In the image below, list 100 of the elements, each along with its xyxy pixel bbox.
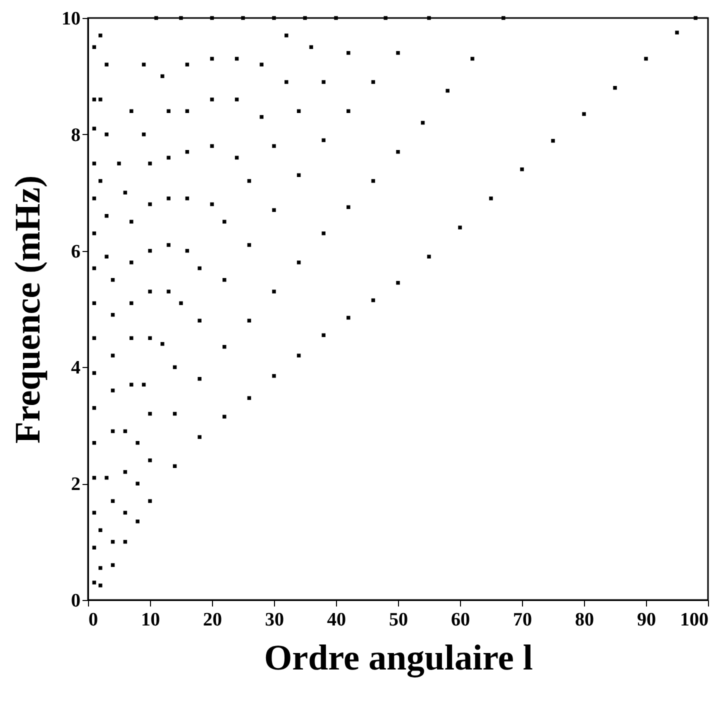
point bbox=[136, 482, 140, 486]
point bbox=[123, 470, 128, 474]
point bbox=[322, 231, 326, 236]
point bbox=[272, 16, 276, 20]
point bbox=[241, 16, 245, 20]
point bbox=[98, 528, 102, 532]
point bbox=[179, 301, 183, 306]
point bbox=[166, 196, 170, 200]
point bbox=[104, 214, 108, 218]
point bbox=[210, 98, 214, 102]
x-tick-label: 100 bbox=[680, 610, 708, 630]
point bbox=[104, 254, 108, 258]
point bbox=[98, 179, 102, 183]
point bbox=[346, 51, 350, 55]
point bbox=[117, 162, 121, 166]
x-tick-label: 40 bbox=[327, 610, 346, 630]
point bbox=[284, 34, 288, 38]
point bbox=[644, 56, 648, 61]
point bbox=[142, 132, 146, 136]
point bbox=[148, 290, 152, 294]
point bbox=[371, 179, 376, 183]
point bbox=[284, 80, 288, 84]
point bbox=[92, 371, 96, 375]
point bbox=[260, 62, 264, 66]
point bbox=[272, 374, 276, 378]
point bbox=[148, 248, 152, 253]
point bbox=[104, 62, 108, 66]
point bbox=[272, 290, 276, 294]
point bbox=[322, 80, 326, 84]
point bbox=[130, 336, 134, 340]
point bbox=[92, 336, 96, 340]
x-tick-label: 90 bbox=[637, 610, 656, 630]
point bbox=[222, 344, 226, 349]
point bbox=[130, 301, 134, 306]
point bbox=[179, 16, 183, 20]
point bbox=[92, 162, 96, 166]
point bbox=[551, 138, 555, 143]
point bbox=[210, 144, 214, 148]
point bbox=[470, 56, 474, 61]
point bbox=[222, 414, 226, 419]
point bbox=[148, 162, 152, 166]
point bbox=[502, 16, 506, 20]
point bbox=[247, 396, 252, 400]
point bbox=[136, 440, 140, 445]
point bbox=[198, 266, 202, 270]
point bbox=[247, 243, 252, 247]
point bbox=[396, 280, 400, 285]
point bbox=[334, 16, 338, 20]
x-tick-label: 30 bbox=[265, 610, 284, 630]
point bbox=[130, 220, 134, 224]
point bbox=[142, 62, 146, 66]
point bbox=[346, 109, 350, 113]
point bbox=[104, 132, 108, 136]
point bbox=[110, 278, 115, 282]
point bbox=[92, 580, 96, 584]
point bbox=[166, 109, 170, 113]
point bbox=[136, 520, 140, 524]
point bbox=[110, 388, 115, 392]
point bbox=[247, 179, 252, 183]
point bbox=[160, 342, 164, 346]
point bbox=[272, 208, 276, 212]
point bbox=[346, 316, 350, 320]
point bbox=[110, 563, 115, 567]
x-tick-label: 70 bbox=[513, 610, 532, 630]
y-tick-label: 10 bbox=[62, 8, 80, 30]
point bbox=[260, 115, 264, 119]
point bbox=[130, 109, 134, 113]
x-tick-label: 20 bbox=[203, 610, 222, 630]
y-tick-label: 8 bbox=[71, 124, 80, 146]
point bbox=[148, 336, 152, 340]
point bbox=[222, 220, 226, 224]
x-axis-title: Ordre angulaire l bbox=[264, 638, 533, 678]
point bbox=[272, 144, 276, 148]
point bbox=[427, 254, 431, 258]
point bbox=[520, 167, 524, 172]
point bbox=[92, 546, 96, 550]
point bbox=[98, 584, 102, 588]
point bbox=[92, 98, 96, 102]
point bbox=[92, 406, 96, 410]
point bbox=[185, 109, 190, 113]
point bbox=[148, 499, 152, 503]
point bbox=[92, 126, 96, 130]
point bbox=[296, 260, 301, 264]
point bbox=[322, 138, 326, 142]
point bbox=[296, 109, 301, 113]
point bbox=[675, 30, 679, 34]
point bbox=[92, 45, 96, 49]
point bbox=[458, 226, 462, 230]
point bbox=[198, 376, 202, 381]
point bbox=[296, 354, 301, 358]
point bbox=[489, 196, 493, 200]
point bbox=[198, 435, 202, 439]
point bbox=[185, 62, 190, 66]
point bbox=[309, 45, 314, 49]
point bbox=[130, 260, 134, 264]
point bbox=[346, 205, 350, 210]
point bbox=[166, 156, 170, 160]
x-tick-label: 80 bbox=[575, 610, 594, 630]
x-tick-label: 0 bbox=[88, 610, 98, 630]
point bbox=[185, 196, 190, 200]
